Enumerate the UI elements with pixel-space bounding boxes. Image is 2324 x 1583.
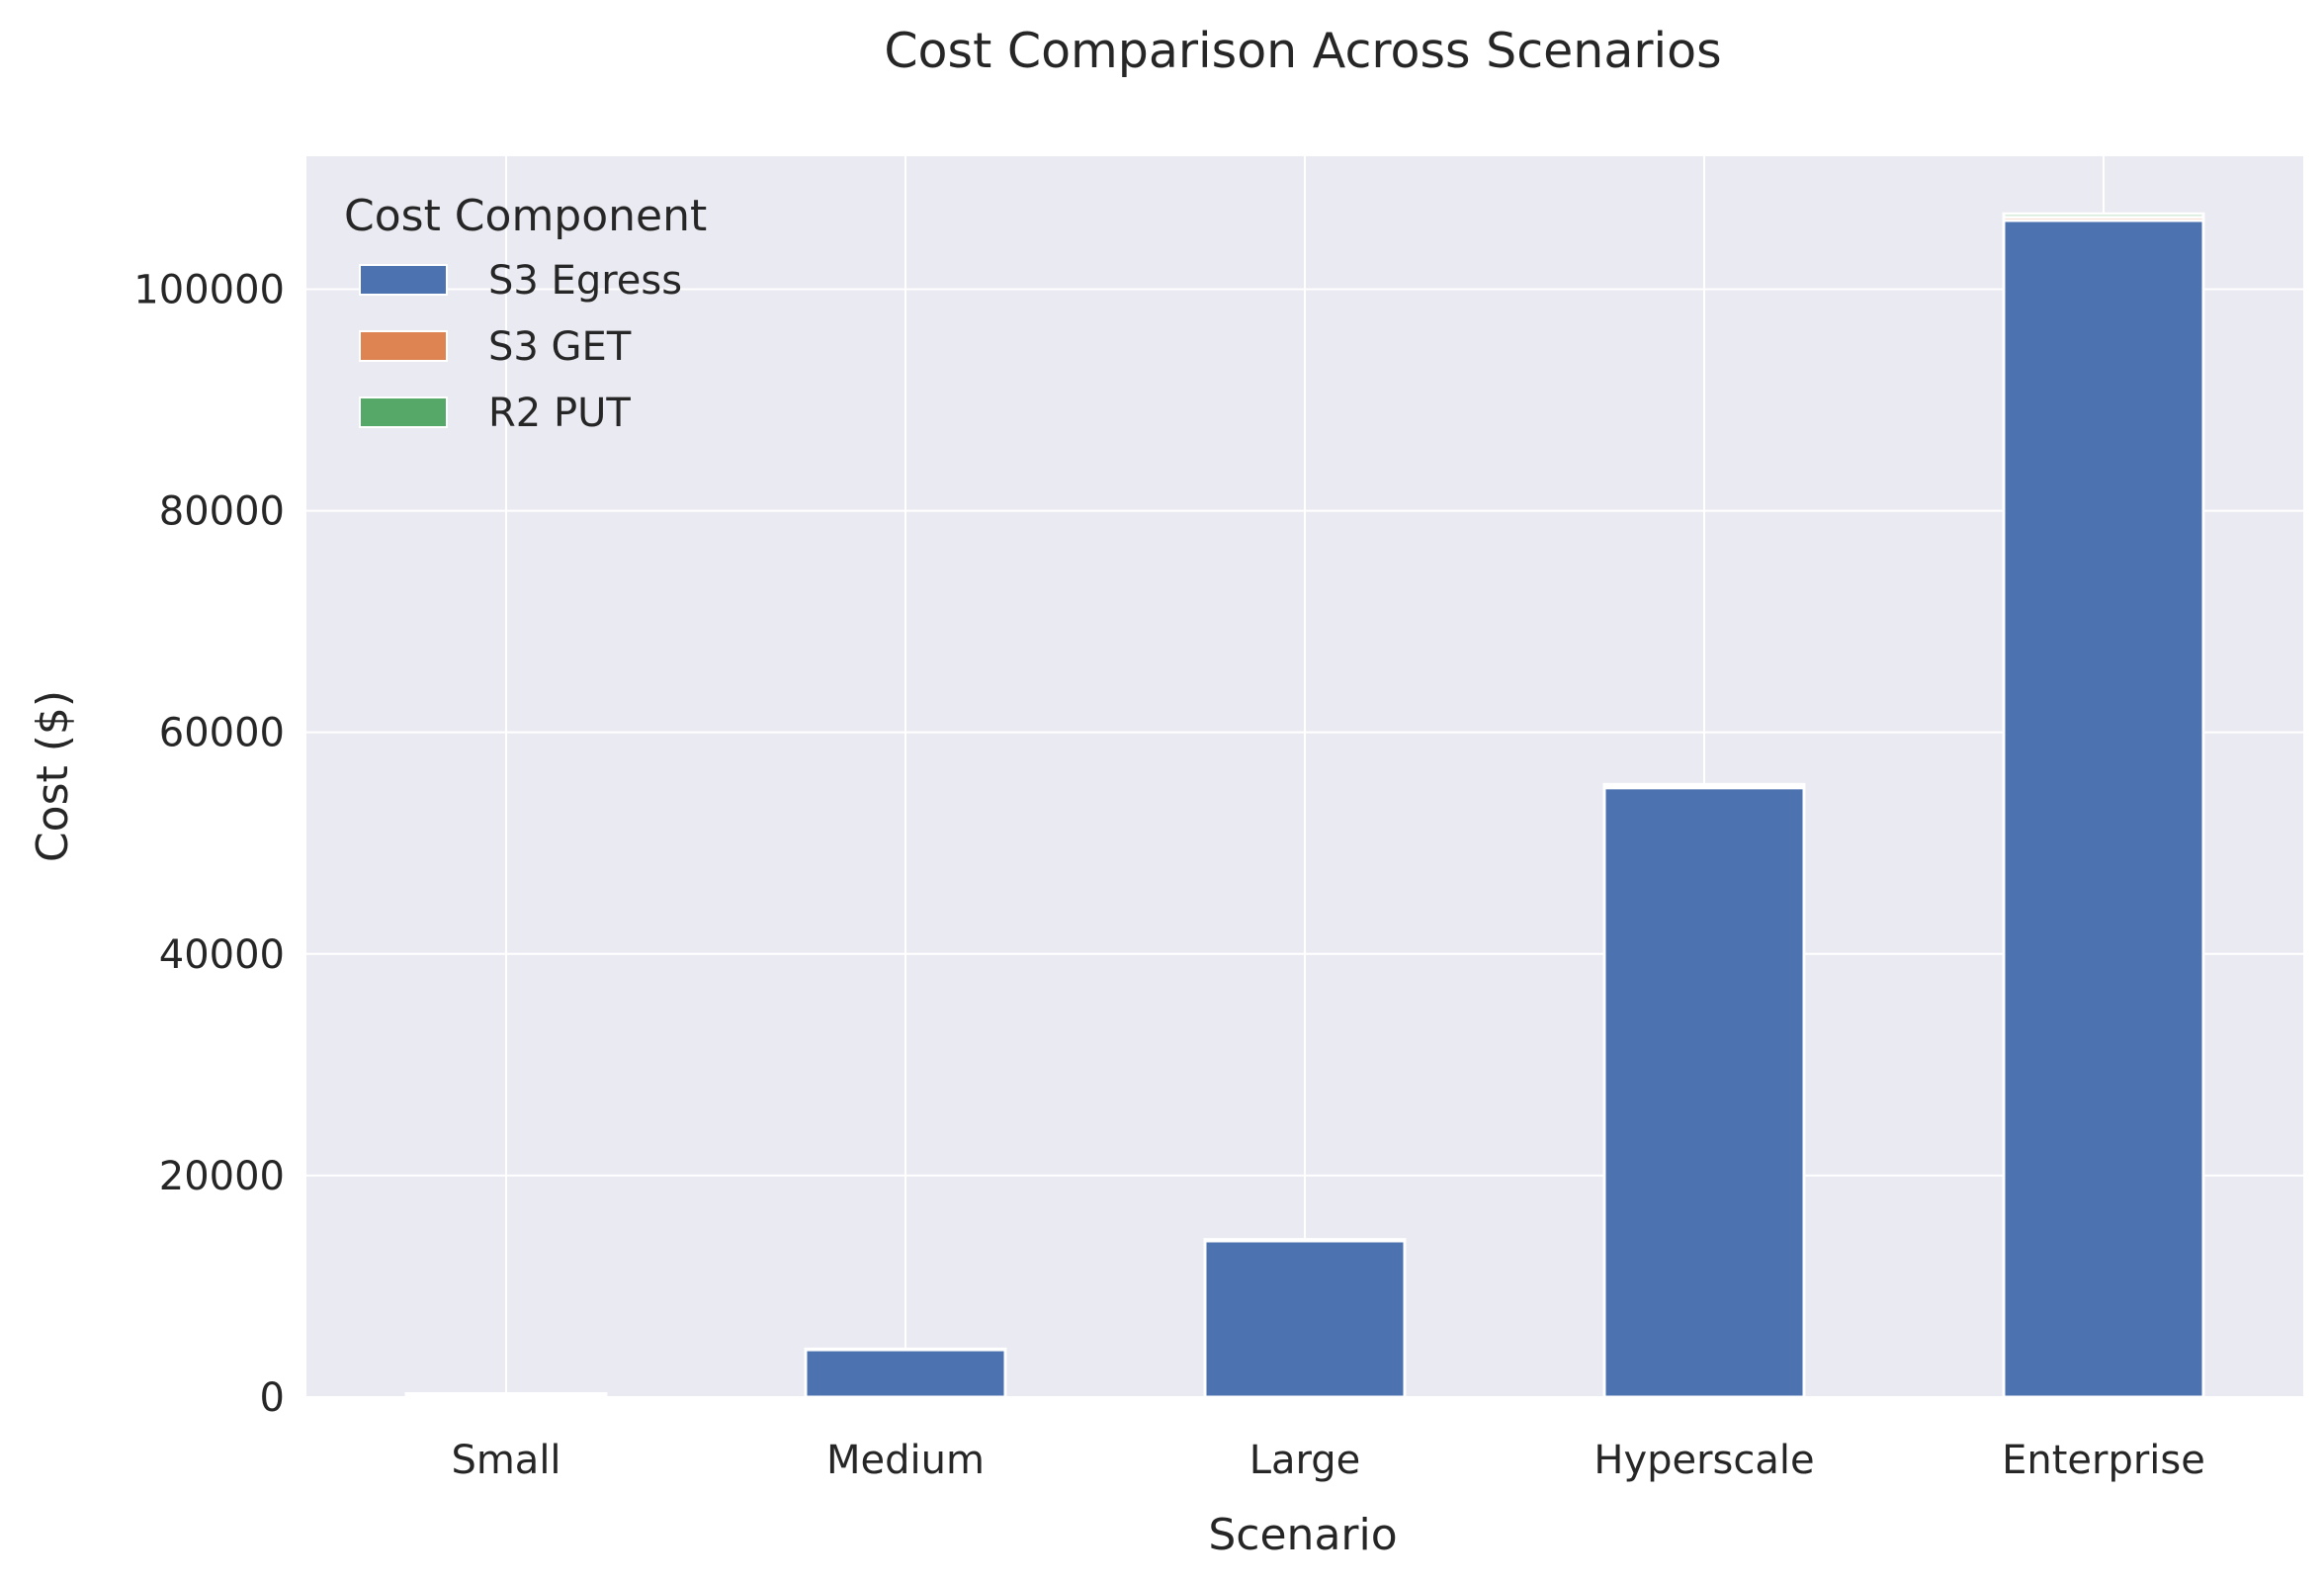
legend-swatch: [359, 396, 448, 428]
x-tick-label: Medium: [826, 1438, 985, 1483]
y-tick-label: 20000: [159, 1154, 285, 1199]
bar-r2-put: [2002, 212, 2205, 220]
bars: [404, 212, 2205, 1399]
bar-s3-egress: [2002, 219, 2205, 1399]
legend-title: Cost Component: [344, 191, 707, 241]
y-ticks: 0 20000 40000 60000 80000 100000: [133, 267, 285, 1421]
x-tick-label: Small: [451, 1438, 560, 1483]
bar-r2-put: [804, 1347, 1007, 1352]
x-tick-label: Enterprise: [2002, 1438, 2205, 1483]
bar-s3-egress: [804, 1348, 1007, 1399]
y-tick-label: 100000: [133, 267, 285, 312]
y-tick-label: 80000: [159, 489, 285, 535]
bar-s3-egress: [1203, 1239, 1407, 1399]
bar-s3-egress: [1602, 786, 1806, 1399]
legend: Cost Component S3 Egress S3 GET R2 PUT: [344, 191, 707, 436]
x-tick-label: Large: [1249, 1438, 1361, 1483]
y-tick-label: 0: [260, 1375, 285, 1421]
legend-label: S3 GET: [488, 324, 632, 370]
chart-title: Cost Comparison Across Scenarios: [884, 23, 1721, 79]
bar-r2-put: [1602, 782, 1806, 788]
x-axis-label: Scenario: [1208, 1510, 1397, 1560]
y-tick-label: 60000: [159, 711, 285, 756]
x-ticks: Small Medium Large Hyperscale Enterprise: [451, 1438, 2204, 1483]
x-tick-label: Hyperscale: [1593, 1438, 1814, 1483]
legend-label: S3 Egress: [488, 258, 682, 304]
legend-swatch: [359, 264, 448, 296]
y-axis-label: Cost ($): [28, 690, 78, 862]
legend-label: R2 PUT: [488, 391, 631, 436]
bar-r2-put: [1203, 1238, 1407, 1242]
y-tick-label: 40000: [159, 932, 285, 978]
bar-r2-put: [404, 1392, 608, 1396]
legend-swatch: [359, 330, 448, 362]
